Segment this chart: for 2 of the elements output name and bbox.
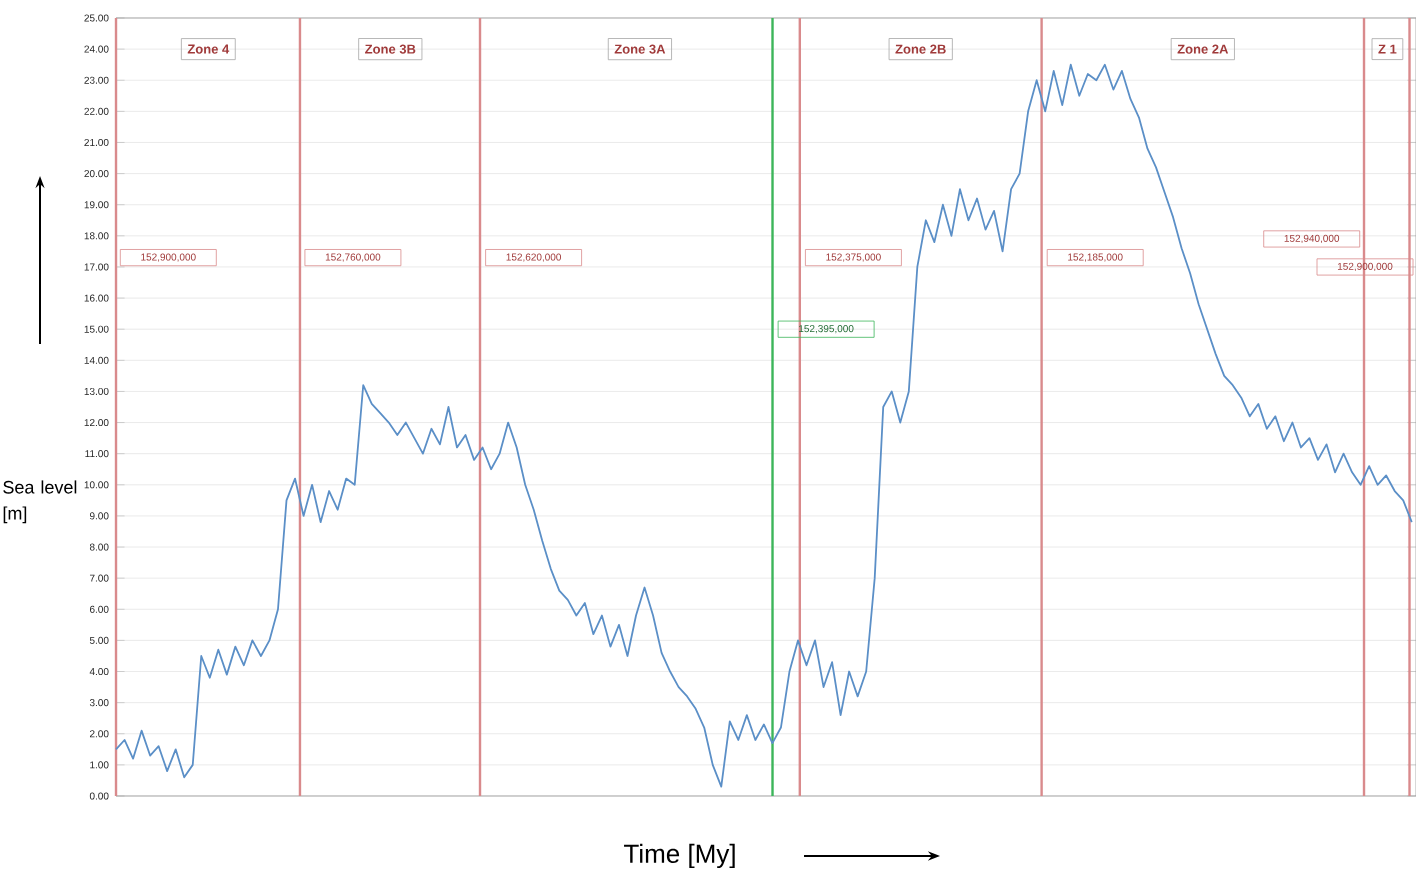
y-axis-title: Sea level [m] [3, 480, 77, 524]
x-axis-title: Time [My] [624, 843, 735, 869]
